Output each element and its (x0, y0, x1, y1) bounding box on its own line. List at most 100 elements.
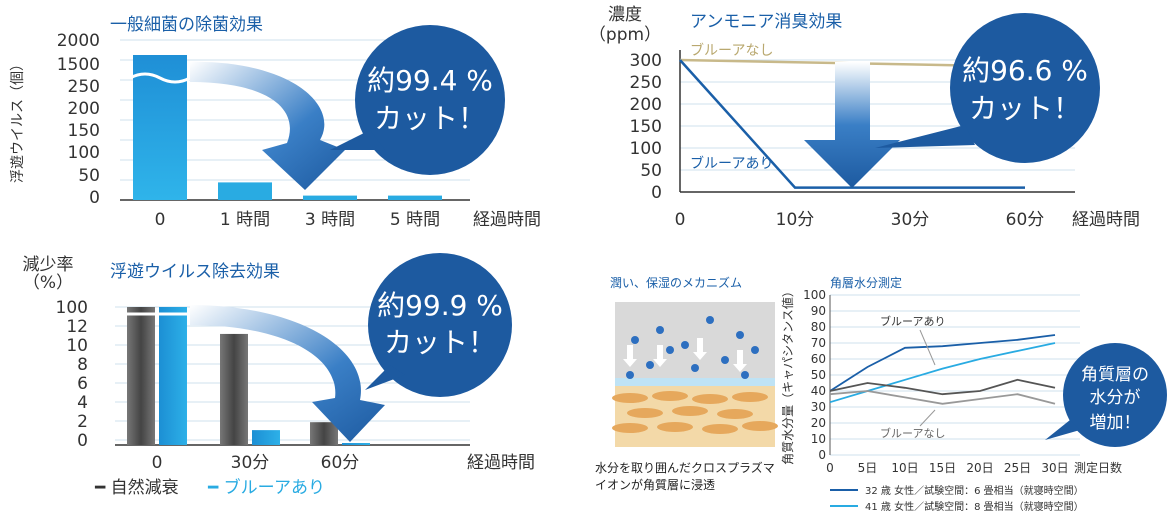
skin-cell (717, 409, 753, 419)
chart-bacteria-svg: 05010015020025015002000浮遊ウイルス（個）一般細菌の除菌効… (10, 15, 541, 230)
x-axis-title: 経過時間 (473, 210, 541, 230)
axis-break-mark (129, 72, 191, 84)
bar (220, 333, 248, 445)
y-tick-label: 0 (89, 188, 100, 208)
x-tick-label: 0 (675, 210, 686, 230)
label-leader (919, 409, 936, 427)
callout-bubble (1063, 343, 1167, 447)
down-arrow-icon (733, 350, 747, 372)
ion-dot (681, 341, 689, 349)
x-tick-label: 5 時間 (390, 210, 440, 230)
callout-cut: カット！ (969, 92, 1081, 125)
callout-percent: 約96.6 % (962, 54, 1088, 87)
x-tick-label: 0 (826, 461, 834, 475)
y-tick-label: 50 (811, 368, 826, 382)
skin-cell (742, 421, 778, 431)
reduction-arrow (804, 62, 900, 188)
y-unit-label: （ppm） (590, 25, 661, 45)
chart-title: 角層水分測定 (830, 275, 902, 290)
callout-cut: カット！ (384, 326, 496, 359)
chart-title: 一般細菌の除菌効果 (110, 15, 263, 35)
y-tick-label: 0 (651, 183, 662, 203)
series-line (679, 59, 1025, 189)
y-tick-label: 150 (68, 121, 100, 141)
ion-dot (626, 371, 634, 379)
y-tick-label: 100 (68, 143, 100, 163)
series-label-none: ブルーアなし (880, 426, 946, 440)
x-tick-label: 0 (155, 210, 166, 230)
bar (159, 307, 187, 445)
series-line (829, 390, 1056, 405)
y-tick-label: 100 (630, 139, 662, 159)
reduction-arrow (190, 305, 385, 442)
callout-tail (1045, 420, 1080, 440)
y-tick-label: 300 (630, 51, 662, 71)
series-label-with: ブルーアあり (880, 314, 946, 328)
y-tick-label: 1500 (57, 55, 100, 75)
y-tick-label: 2 (77, 412, 88, 432)
ion-dot (751, 346, 759, 354)
y-unit-label: 減少率 (23, 255, 74, 275)
legend-natural: ━ 自然減衰 (94, 478, 179, 498)
moisture-panel: 潤い、保湿のメカニズム 水分を取り囲んだクロスプラズマ イオンが角質層に浸透 角層水分… (590, 250, 1168, 513)
callout-line2: 水分が (1090, 388, 1141, 408)
y-tick-label: 10 (66, 336, 88, 356)
mechanism-caption: イオンが角質層に浸透 (595, 477, 715, 492)
y-tick-label: 150 (630, 117, 662, 137)
x-tick-label: 20日 (966, 461, 993, 475)
y-tick-label: 250 (630, 73, 662, 93)
y-unit-label: （%） (23, 273, 73, 293)
legend-label: 32 歳 女性／試験空間：6 畳相当（就寝時空間） (865, 484, 1084, 497)
chart-ammonia: 0 50 100 150 200 250 300 濃度 （ppm） アンモニア消臭効果 0 10分 30… (590, 0, 1168, 250)
x-tick-label: 15日 (929, 461, 956, 475)
bar (388, 195, 442, 200)
skin-cell (672, 406, 708, 416)
x-tick-label: 60分 (1006, 210, 1045, 230)
callout-tail (875, 125, 975, 148)
y-tick-label: 80 (811, 320, 826, 334)
x-tick-label: 60分 (321, 453, 360, 473)
callout-percent: 約99.4 % (367, 64, 493, 97)
y-tick-label: 250 (68, 77, 100, 97)
x-tick-label: 5日 (858, 461, 878, 475)
x-axis-title: 経過時間 (467, 453, 535, 473)
y-tick-label: 50 (78, 166, 100, 186)
x-tick-label: 1 時間 (220, 210, 270, 230)
bar (342, 443, 370, 445)
y-tick-label: 90 (811, 304, 826, 318)
chart-bacteria: 0 50 100 150 200 250 1500 2000 浮遊ウイルス（個） 一般細菌の除菌効… (0, 0, 570, 250)
skin-cell (702, 424, 738, 434)
moisture-layer (615, 378, 775, 386)
y-tick-label: 10 (811, 432, 826, 446)
bar (218, 182, 272, 200)
y-tick-label: 0 (818, 448, 826, 462)
chart-title: アンモニア消臭効果 (690, 12, 842, 32)
skin-cell (652, 391, 688, 401)
callout-tail (365, 365, 405, 390)
label-leader (919, 329, 936, 366)
y-tick-label: 2000 (57, 31, 100, 51)
skin-cell (732, 392, 768, 402)
y-tick-label: 40 (811, 384, 826, 398)
ion-dot (656, 326, 664, 334)
y-tick-label: 100 (56, 298, 88, 318)
series-label-with: ブルーアあり (690, 155, 773, 172)
y-tick-label: 60 (811, 352, 826, 366)
ion-dot (691, 364, 699, 372)
down-arrow-icon (653, 345, 667, 367)
y-tick-label: 70 (811, 336, 826, 350)
ion-dot (736, 331, 744, 339)
ion-dot (631, 336, 639, 344)
x-tick-label: 10日 (891, 461, 918, 475)
y-tick-label: 8 (77, 355, 88, 375)
y-tick-label: 100 (803, 288, 826, 302)
x-tick-label: 0 (152, 453, 163, 473)
chart-virus-removal: 0 2 4 6 8 10 12 100 減少率 （%） 浮遊ウイルス除去効果 0 30分 60分 経過時間 ━… (0, 250, 570, 513)
callout-percent: 約99.9 % (377, 289, 503, 322)
y-tick-label: 12 (66, 317, 88, 337)
callout-tail (330, 130, 385, 150)
y-tick-label: 20 (811, 416, 826, 430)
y-tick-label: 200 (68, 99, 100, 119)
